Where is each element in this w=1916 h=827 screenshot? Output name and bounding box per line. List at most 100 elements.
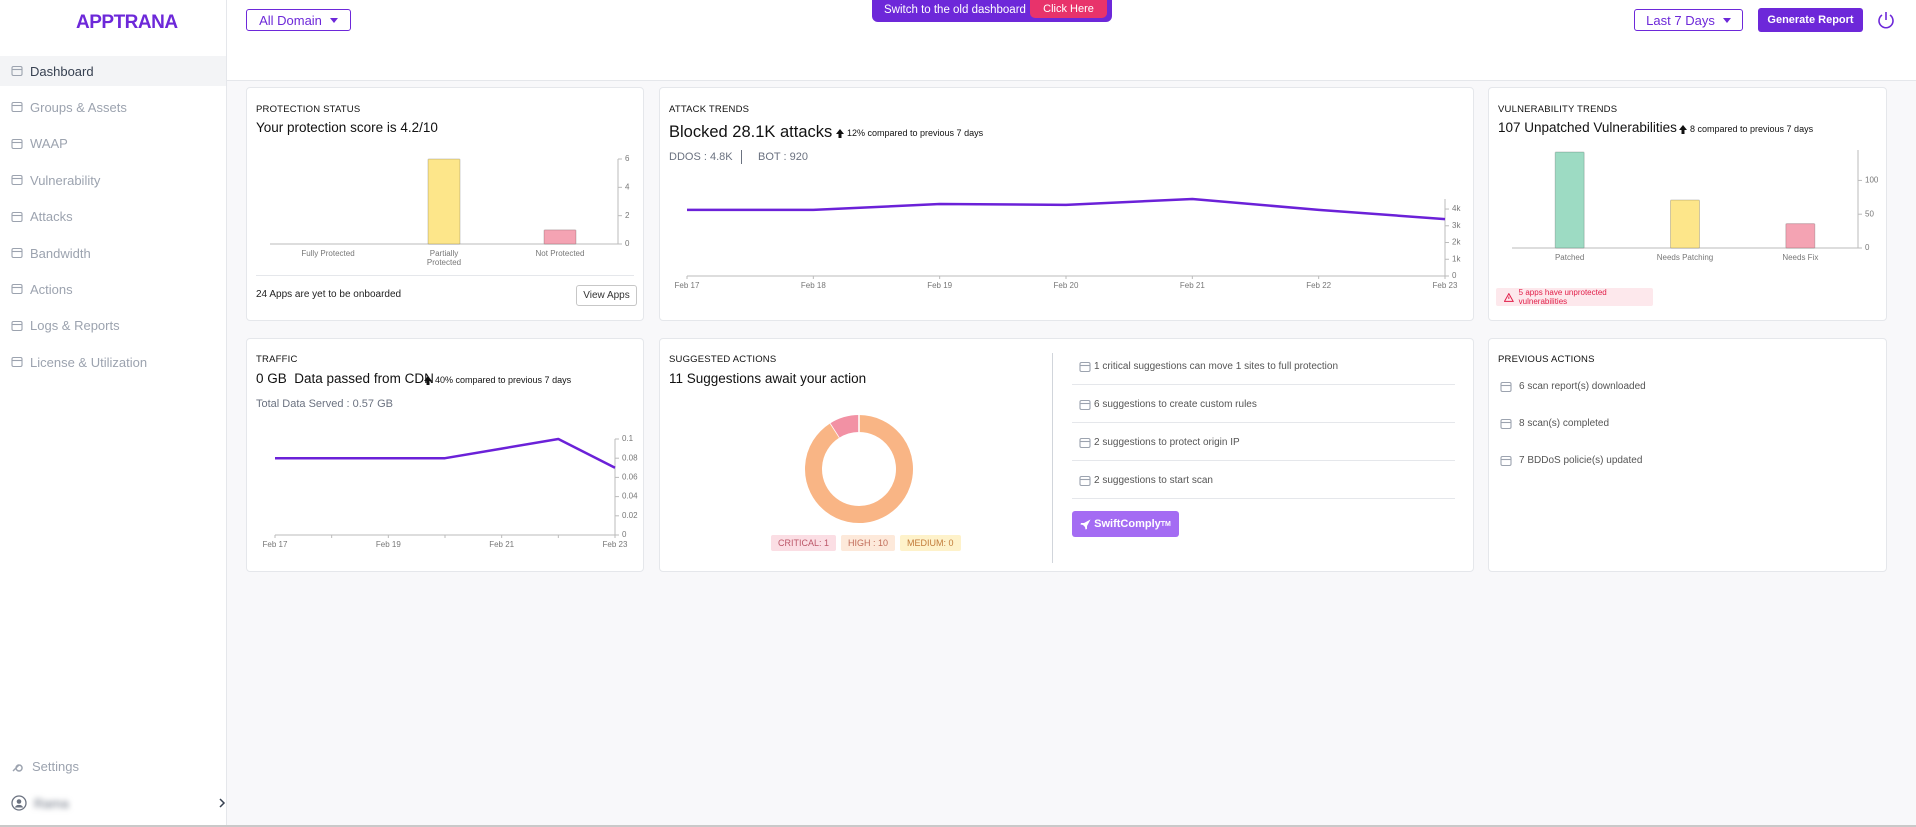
- donut-segment: [829, 415, 860, 439]
- click-here-button[interactable]: Click Here: [1030, 0, 1107, 18]
- x-tick-label: Feb 19: [376, 540, 401, 549]
- logo[interactable]: APPTRANA: [76, 12, 178, 33]
- icon-shape: [11, 247, 23, 259]
- power-button[interactable]: [1876, 10, 1896, 30]
- suggestion: 2 suggestions to start scan: [1094, 475, 1213, 486]
- x-tick-label: Patched: [1554, 253, 1585, 262]
- icon-shape: [11, 320, 23, 331]
- up-arrow: [836, 128, 844, 138]
- card-title: 11 Suggestions await your action: [669, 371, 867, 386]
- traffic-card: TRAFFIC 0 GB Data passed from CDN 40% co…: [246, 338, 644, 572]
- icon-shape: [1079, 399, 1091, 411]
- icon-shape: [11, 211, 23, 222]
- nav-item[interactable]: Groups & Assets: [0, 92, 226, 122]
- bar: [1554, 151, 1585, 249]
- card-title: 107 Unpatched Vulnerabilities: [1498, 120, 1677, 135]
- nav-item[interactable]: Vulnerability: [0, 165, 226, 195]
- donut-segment: [805, 415, 913, 523]
- y-tick-label: 0.1: [622, 434, 634, 443]
- card-heading: PREVIOUS ACTIONS: [1498, 354, 1595, 365]
- legend-badge: MEDIUM: 0: [900, 535, 961, 551]
- y-tick-label: 50: [1865, 209, 1874, 218]
- period-label: Last 7 Days: [1646, 12, 1715, 28]
- user-name: Rama: [34, 795, 69, 811]
- warning-icon: [1504, 292, 1514, 302]
- item-icon: [1500, 381, 1512, 393]
- nav-icon: [11, 211, 23, 222]
- bottom-bar: [0, 825, 1916, 827]
- line: [687, 197, 1446, 221]
- banner-text: Switch to the old dashboard: [884, 4, 1026, 16]
- legend-badge: HIGH : 10: [841, 535, 896, 551]
- card-title: Your protection score is 4.2/10: [256, 120, 438, 135]
- up-arrow: [424, 375, 432, 385]
- chart: 0 50 100: [1512, 150, 1879, 252]
- y-tick-label: 0: [1452, 271, 1457, 280]
- nav-item[interactable]: Actions: [0, 274, 226, 304]
- comparison: 40% compared to previous 7 days: [424, 375, 571, 385]
- nav-item[interactable]: Attacks: [0, 202, 226, 232]
- attack-trends-card: ATTACK TRENDS Blocked 28.1K attacks 12% …: [659, 87, 1474, 321]
- avatar: [11, 795, 27, 811]
- comparison-text: 8 compared to previous 7 days: [1690, 124, 1814, 134]
- x-tick-label: Needs Patching: [1656, 253, 1714, 262]
- nav-label: WAAP: [30, 136, 68, 152]
- generate-report-button[interactable]: Generate Report: [1758, 8, 1863, 32]
- nav-icon: [11, 247, 23, 259]
- sidebar: APPTRANA Dashboard Groups & Assets WAAP Vul…: [0, 0, 227, 825]
- comparison-text: 40% compared to previous 7 days: [435, 375, 572, 385]
- suggestion: 1 critical suggestions can move 1 sites …: [1094, 361, 1339, 372]
- suggestion: 2 suggestions to protect origin IP: [1094, 437, 1240, 448]
- nav-label: Logs & Reports: [30, 318, 120, 334]
- previous-action: 8 scan(s) completed: [1519, 418, 1610, 429]
- nav-item[interactable]: Logs & Reports: [0, 311, 226, 341]
- nav-icon: [11, 320, 23, 331]
- item-icon: [1500, 455, 1512, 467]
- nav-icon: [11, 65, 23, 77]
- nav-label: Groups & Assets: [30, 99, 127, 115]
- nav-label: Actions: [30, 281, 73, 297]
- button-label: SwiftComply: [1094, 518, 1161, 530]
- y-tick-label: 0: [622, 530, 627, 539]
- y-tick-label: 0.04: [622, 492, 638, 501]
- swiftcomply-button[interactable]: SwiftComply TM: [1072, 511, 1179, 537]
- y-tick-label: 100: [1865, 176, 1879, 185]
- item-icon: [1079, 361, 1091, 373]
- item-separator: [1072, 384, 1455, 385]
- rocket-icon: [1080, 519, 1091, 529]
- x-tick-label: Feb 17: [263, 540, 288, 549]
- user[interactable]: Rama: [0, 788, 226, 818]
- icon-shape: [11, 175, 23, 186]
- nav-item[interactable]: License & Utilization: [0, 347, 226, 377]
- icon-shape: [1079, 361, 1091, 373]
- nav-label: License & Utilization: [30, 354, 148, 370]
- icon-shape: [11, 284, 23, 295]
- nav-item[interactable]: Bandwidth: [0, 238, 226, 268]
- line: [275, 437, 616, 469]
- previous-action: 6 scan report(s) downloaded: [1519, 381, 1646, 392]
- y-tick-label: 1k: [1452, 254, 1461, 263]
- nav-label: Bandwidth: [30, 245, 91, 261]
- card-title: Blocked 28.1K attacks: [669, 123, 833, 141]
- period-select[interactable]: Last 7 Days: [1634, 9, 1743, 31]
- card-heading: PROTECTION STATUS: [256, 104, 361, 115]
- view-apps-button[interactable]: View Apps: [576, 285, 637, 306]
- ddos-stat: DDOS : 4.8K: [669, 151, 733, 163]
- divider: [1052, 353, 1053, 563]
- y-tick-label: 0: [625, 239, 630, 248]
- comparison: 12% compared to previous 7 days: [836, 128, 983, 138]
- nav-item[interactable]: Dashboard: [0, 56, 226, 86]
- item-icon: [1079, 475, 1091, 487]
- nav-icon: [11, 357, 23, 368]
- settings-icon: [12, 764, 23, 772]
- chart: 0 2 4 6: [270, 154, 630, 248]
- icon-shape: [1500, 381, 1512, 393]
- chart: 0 1k 2k 3k 4k Feb 17 Feb 18 Feb 19 Feb 20 Feb 21 F…: [675, 197, 1461, 290]
- domain-select[interactable]: All Domain: [246, 9, 351, 31]
- settings[interactable]: Settings: [0, 751, 226, 781]
- stat-separator: [741, 150, 742, 164]
- y-tick-label: 4k: [1452, 204, 1461, 213]
- nav-item[interactable]: WAAP: [0, 129, 226, 159]
- alert: 5 apps have unprotected vulnerabilities: [1496, 288, 1653, 306]
